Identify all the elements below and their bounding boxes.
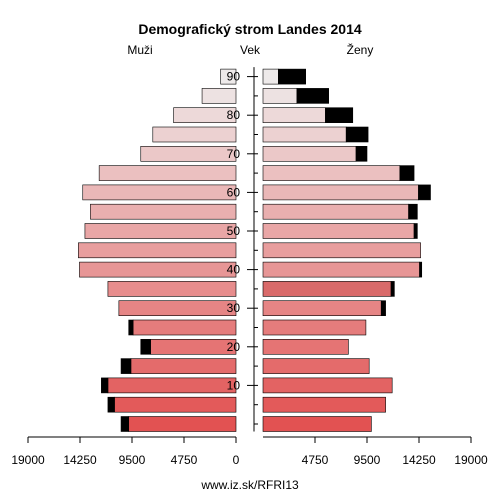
male-bar-50-54 — [84, 223, 237, 239]
female-bar-60-64 — [262, 184, 419, 201]
x-tick-label: 9500 — [119, 453, 146, 467]
age-label: Vek — [240, 43, 261, 57]
male-bar-70-74 — [140, 146, 237, 162]
age-tick-label: 90 — [227, 70, 241, 84]
female-excess-bar-40-44 — [419, 261, 423, 278]
female-bar-35-39 — [262, 281, 392, 297]
male-bar-25-29 — [132, 319, 237, 336]
female-excess-bar-75-79 — [345, 126, 369, 143]
female-bar-85-89 — [262, 88, 298, 104]
axes-layer: 10 20 30 40 50 60 70 80 90 19000 14250 9500 4750 0 475… — [11, 67, 488, 467]
bars-layer — [78, 68, 431, 432]
age-tick-label: 40 — [227, 263, 241, 277]
male-excess-bar-25-29 — [128, 319, 134, 336]
age-tick-label: 80 — [227, 108, 241, 122]
female-excess-bar-85-89 — [296, 88, 329, 104]
female-bar-80-84 — [262, 107, 326, 123]
female-bar-55-59 — [262, 203, 409, 220]
male-bar-45-49 — [78, 242, 237, 259]
x-tick-label: 9500 — [354, 453, 381, 467]
female-excess-bar-70-74 — [355, 146, 368, 162]
age-tick-label: 60 — [227, 185, 241, 199]
female-label: Ženy — [347, 42, 374, 57]
female-excess-bar-80-84 — [325, 107, 354, 123]
male-excess-bar-10-14 — [101, 377, 109, 394]
male-label: Muži — [127, 43, 152, 57]
female-bar-50-54 — [262, 223, 415, 239]
female-bar-0-4 — [262, 416, 372, 432]
male-bar-85-89 — [201, 88, 237, 104]
male-excess-bar-0-4 — [120, 416, 130, 432]
female-excess-bar-55-59 — [408, 203, 418, 220]
male-bar-35-39 — [107, 281, 237, 297]
age-tick-label: 50 — [227, 224, 241, 238]
female-bar-25-29 — [262, 319, 367, 336]
male-bar-5-9 — [114, 396, 237, 413]
female-excess-bar-65-69 — [399, 165, 415, 181]
x-tick-label: 14250 — [402, 453, 436, 467]
chart-title: Demografický strom Landes 2014 — [138, 21, 362, 37]
female-bar-45-49 — [262, 242, 421, 259]
x-tick-label: 0 — [233, 453, 240, 467]
male-bar-10-14 — [107, 377, 237, 394]
male-excess-bar-20-24 — [140, 338, 151, 355]
female-bar-5-9 — [262, 396, 386, 413]
female-excess-bar-50-54 — [413, 223, 418, 239]
female-excess-bar-60-64 — [418, 184, 431, 201]
female-excess-bar-30-34 — [380, 300, 386, 317]
female-excess-bar-90+ — [278, 68, 306, 85]
male-bar-60-64 — [82, 184, 237, 201]
age-tick-label: 30 — [227, 301, 241, 315]
x-tick-label: 19000 — [11, 453, 45, 467]
female-excess-bar-35-39 — [390, 281, 395, 297]
x-tick-label: 4750 — [302, 453, 329, 467]
female-bar-65-69 — [262, 165, 401, 181]
female-bar-70-74 — [262, 146, 357, 162]
male-bar-30-34 — [118, 300, 237, 317]
male-excess-bar-15-19 — [120, 358, 132, 374]
age-tick-label: 70 — [227, 147, 241, 161]
female-bar-90+ — [262, 68, 279, 85]
male-bar-90+ — [220, 68, 237, 85]
male-bar-20-24 — [150, 338, 237, 355]
female-bar-30-34 — [262, 300, 382, 317]
male-bar-55-59 — [90, 203, 237, 220]
age-tick-label: 20 — [227, 340, 241, 354]
female-bar-40-44 — [262, 261, 420, 278]
source-label: www.iz.sk/RFRI13 — [200, 478, 299, 492]
male-bar-65-69 — [98, 165, 237, 181]
female-bar-20-24 — [262, 338, 349, 355]
female-bar-15-19 — [262, 358, 370, 374]
x-tick-label: 19000 — [454, 453, 488, 467]
female-bar-10-14 — [262, 377, 393, 394]
male-bar-75-79 — [152, 126, 237, 143]
age-tick-label: 10 — [227, 378, 241, 392]
male-bar-0-4 — [128, 416, 237, 432]
male-bar-40-44 — [79, 261, 237, 278]
male-excess-bar-5-9 — [107, 396, 115, 413]
female-bar-75-79 — [262, 126, 347, 143]
male-bar-15-19 — [130, 358, 237, 374]
male-bar-80-84 — [173, 107, 237, 123]
x-tick-label: 14250 — [63, 453, 97, 467]
x-tick-label: 4750 — [171, 453, 198, 467]
